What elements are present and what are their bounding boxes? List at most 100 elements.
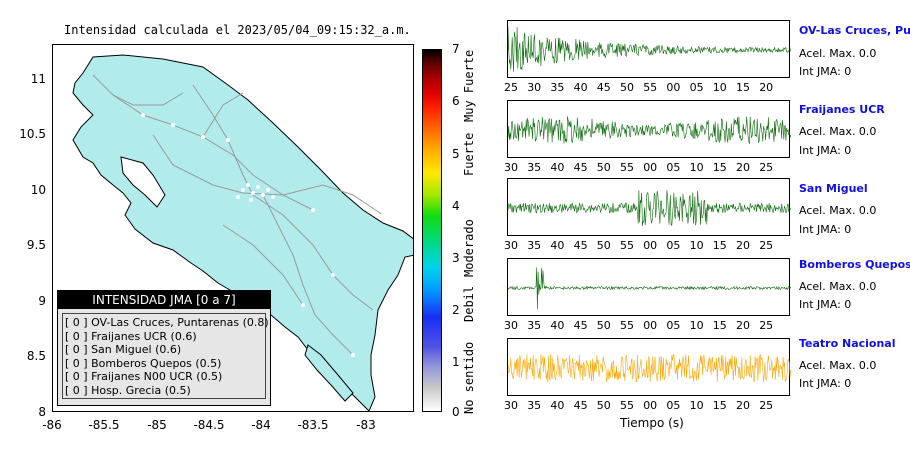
waveform-tick-label: 50: [596, 161, 611, 174]
station-accel: Acel. Max. 0.0: [799, 125, 877, 138]
costa-rica-map: [72, 54, 413, 411]
waveform-panel: [507, 178, 791, 236]
waveform-tick-label: 35: [550, 81, 565, 94]
lat-tick-8: 8: [38, 405, 46, 419]
waveform-tick-label: 20: [736, 319, 750, 332]
waveform-tick-label: 40: [550, 399, 565, 412]
waveform-tick-label: 00: [643, 239, 658, 252]
waveform-tick-label: 40: [550, 319, 565, 332]
waveform-tick-label: 35: [527, 399, 542, 412]
station-name: OV-Las Cruces, Puntar: [799, 24, 910, 37]
waveform-tick-label: 15: [736, 81, 750, 94]
lon-tick-84-5: -84.5: [193, 418, 225, 432]
waveform-trace: [508, 26, 791, 72]
colorbar-tick-5: 5: [452, 147, 460, 161]
lat-tick-10-5: 10.5: [19, 127, 46, 141]
waveform-tick-label: 00: [643, 161, 658, 174]
legend-item: [ 0 ] Bomberos Quepos (0.5): [65, 356, 222, 370]
colorbar-tick-4: 4: [452, 199, 460, 213]
station-accel: Acel. Max. 0.0: [799, 204, 877, 217]
colorbar-tick-0: 0: [452, 405, 460, 419]
waveform-tick-label: 15: [712, 399, 727, 412]
colorbar-label-moderado: Moderado: [462, 219, 476, 277]
waveform-tick-label: 05: [666, 239, 681, 252]
waveform-tick-label: 25: [504, 81, 518, 94]
waveform-tick-label: 55: [620, 239, 634, 252]
waveform-tick-label: 45: [596, 81, 611, 94]
waveform-trace: [508, 353, 791, 383]
colorbar-label-no-sentido: No sentido: [462, 341, 476, 414]
station-name: San Miguel: [799, 182, 868, 195]
station-accel: Acel. Max. 0.0: [799, 359, 877, 372]
colorbar-tick-1: 1: [452, 355, 460, 369]
colorbar-tick-7: 7: [452, 42, 460, 56]
waveform-tick-label: 20: [736, 239, 750, 252]
waveform-tick-label: 05: [689, 81, 704, 94]
legend-item: [ 0 ] San Miguel (0.6): [65, 343, 182, 357]
waveform-tick-label: 35: [527, 239, 542, 252]
waveform-tick-label: 55: [620, 319, 634, 332]
waveform-tick-label: 25: [759, 161, 774, 174]
colorbar-label-fuerte: Fuerte: [462, 132, 476, 176]
waveform-tick-label: 45: [573, 161, 588, 174]
legend-item: [ 0 ] Hosp. Grecia (0.5): [65, 383, 191, 397]
waveform-tick-label: 25: [759, 239, 774, 252]
station-jma: Int JMA: 0: [799, 65, 852, 78]
waveform-xlabel: Tiempo (s): [620, 416, 684, 430]
intensity-legend: INTENSIDAD JMA [0 a 7] [ 0 ] OV-Las Cruc…: [57, 290, 271, 406]
waveform-tick-label: 55: [643, 81, 658, 94]
waveform-tick-label: 05: [666, 399, 681, 412]
waveform-tick-label: 50: [620, 81, 634, 94]
osa-peninsula: [304, 344, 354, 402]
waveform-tick-label: 45: [573, 319, 588, 332]
colorbar-tick-2: 2: [452, 303, 460, 317]
lon-tick-84: -84: [251, 418, 271, 432]
waveform-tick-label: 45: [573, 399, 588, 412]
waveform-tick-label: 55: [620, 399, 634, 412]
waveform-tick-label: 15: [712, 161, 727, 174]
waveform-tick-label: 40: [550, 161, 565, 174]
waveform-line: [508, 267, 791, 310]
waveform-tick-label: 25: [759, 399, 774, 412]
lat-tick-11: 11: [30, 72, 46, 86]
waveform-panel: [507, 20, 791, 78]
waveform-tick-label: 35: [527, 161, 542, 174]
station-accel: Acel. Max. 0.0: [799, 280, 877, 293]
roads: [92, 74, 384, 356]
waveform-line: [508, 26, 791, 72]
waveform-tick-label: 45: [573, 239, 588, 252]
waveform-tick-label: 10: [712, 81, 727, 94]
lon-tick-83: -83: [356, 418, 376, 432]
station-jma: Int JMA: 0: [799, 144, 852, 157]
waveform-tick-label: 00: [643, 399, 658, 412]
waveform-tick-label: 50: [596, 319, 611, 332]
lon-tick-83-5: -83.5: [297, 418, 329, 432]
waveform-tick-label: 05: [666, 319, 681, 332]
waveform-tick-label: 20: [759, 81, 774, 94]
station-name: Fraijanes UCR: [799, 103, 885, 116]
lat-tick-8-5: 8.5: [26, 349, 46, 363]
waveform-tick-label: 30: [504, 239, 518, 252]
legend-list: [ 0 ] OV-Las Cruces, Puntarenas (0.8) [ …: [62, 313, 269, 399]
waveform-tick-label: 25: [759, 319, 774, 332]
colorbar-label-muy-fuerte: Muy Fuerte: [462, 49, 476, 122]
lon-tick-85: -85: [147, 418, 167, 432]
waveform-line: [508, 116, 791, 144]
waveform-tick-label: 10: [689, 161, 704, 174]
waveform-tick-label: 40: [573, 81, 588, 94]
waveform-tick-label: 10: [689, 399, 704, 412]
waveform-panel: [507, 100, 791, 158]
station-name: Teatro Nacional: [799, 337, 896, 350]
lat-tick-9-5: 9.5: [26, 238, 46, 252]
legend-item: [ 0 ] OV-Las Cruces, Puntarenas (0.8): [65, 316, 269, 329]
waveform-trace: [508, 116, 791, 144]
waveform-trace: [508, 267, 791, 310]
colorbar-label-debil: Debil: [462, 285, 476, 322]
station-jma: Int JMA: 0: [799, 223, 852, 236]
waveform-tick-label: 55: [620, 161, 634, 174]
waveform-tick-label: 30: [504, 399, 518, 412]
waveform-tick-label: 10: [689, 319, 704, 332]
legend-title: INTENSIDAD JMA [0 a 7]: [58, 291, 270, 309]
waveform-tick-label: 40: [550, 239, 565, 252]
waveform-tick-label: 20: [736, 399, 750, 412]
